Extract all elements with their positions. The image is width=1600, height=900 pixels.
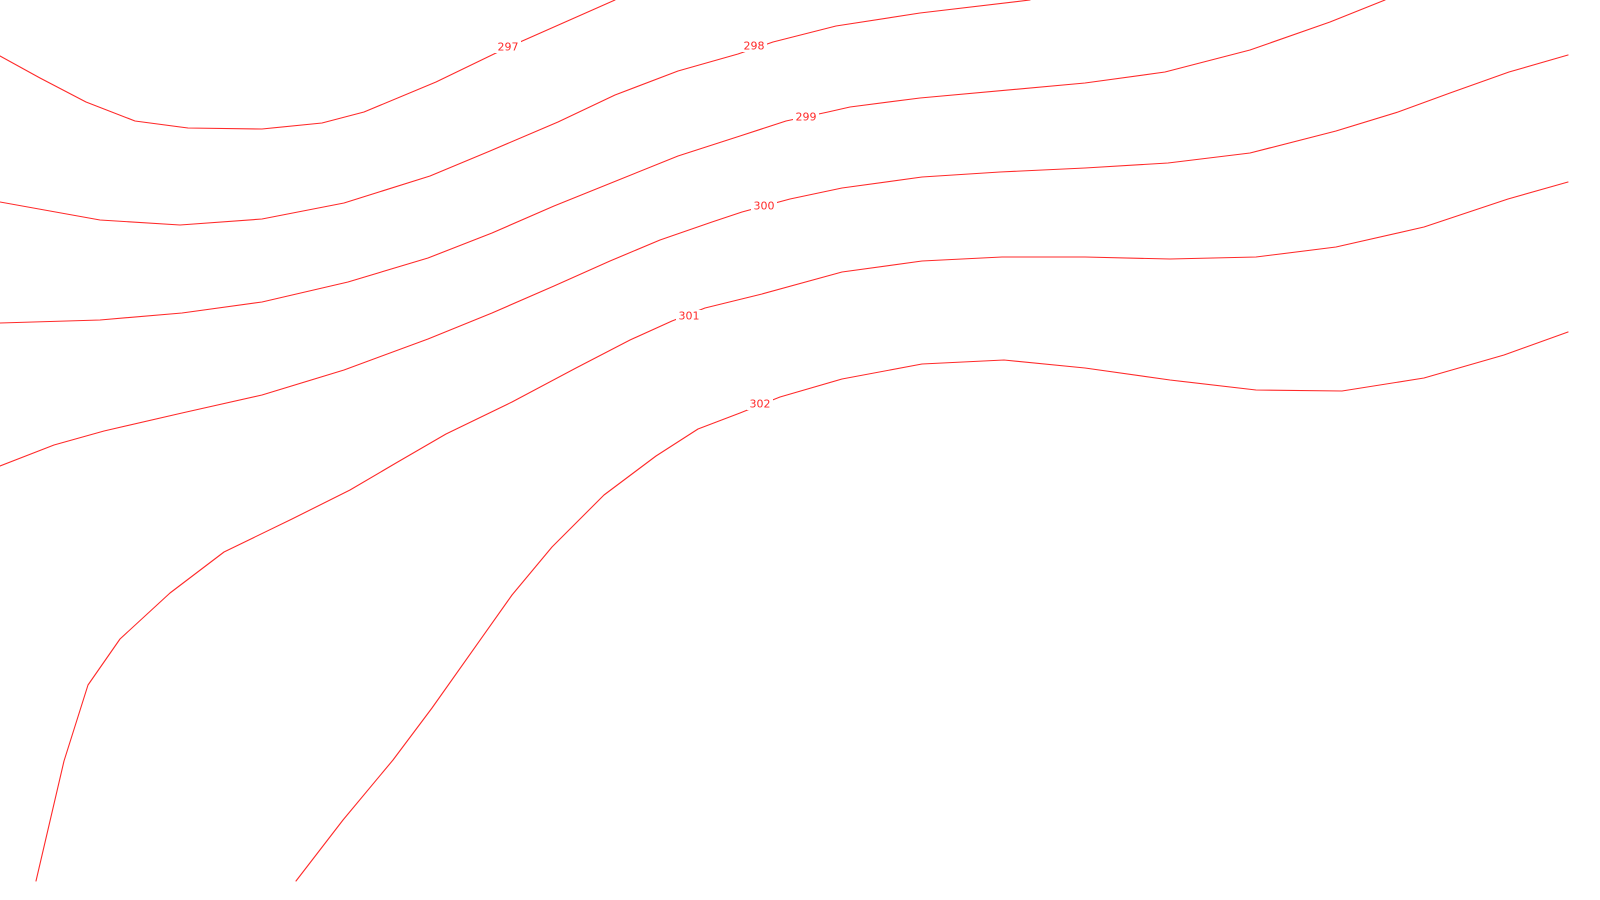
contour-301: 301 (35, 181, 1569, 882)
contour-label-halo-302 (747, 398, 773, 410)
contour-line-299 (0, 0, 1386, 324)
contour-line-302 (295, 331, 1569, 882)
contour-line-300 (0, 54, 1569, 467)
contour-label-298: 298 (744, 40, 765, 53)
contour-label-299: 299 (796, 111, 817, 124)
contour-302: 302 (295, 331, 1569, 882)
contour-label-302: 302 (750, 398, 771, 411)
contour-label-297: 297 (498, 41, 519, 54)
contour-297: 297 (0, 0, 616, 130)
contour-label-301: 301 (679, 310, 700, 323)
contour-layer: 297 298 299 300 301 302 (0, 0, 1569, 882)
contour-label-halo-297 (495, 41, 521, 53)
contour-299: 299 (0, 0, 1386, 324)
contour-298: 298 (0, 0, 1031, 226)
contour-line-301 (35, 181, 1569, 882)
contour-label-halo-299 (793, 111, 819, 123)
contour-line-298 (0, 0, 1031, 226)
contour-label-halo-300 (751, 200, 777, 212)
contour-label-halo-298 (741, 40, 767, 52)
contour-300: 300 (0, 54, 1569, 467)
contour-label-300: 300 (754, 200, 775, 213)
contour-label-halo-301 (676, 310, 702, 322)
